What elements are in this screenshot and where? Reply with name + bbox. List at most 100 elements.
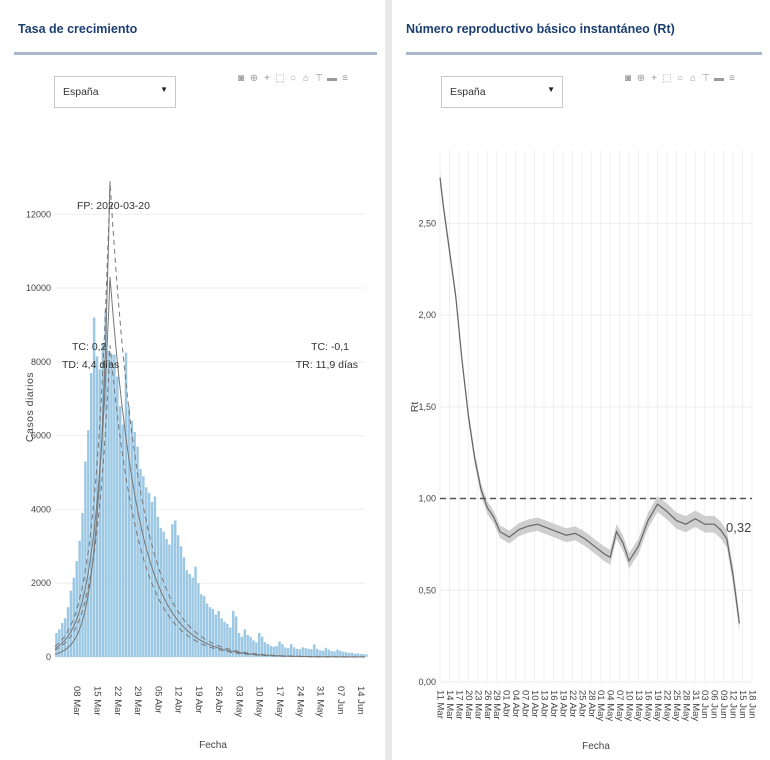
y-tick-label: 0,50 xyxy=(418,585,436,595)
ci-lower-curve xyxy=(54,345,365,658)
bar xyxy=(165,538,168,657)
bar xyxy=(116,376,119,657)
x-tick-label: 15 Jun xyxy=(737,690,748,719)
x-tick-label: 17 May xyxy=(274,686,285,717)
hover-compare-icon[interactable]: ≡ xyxy=(342,72,348,84)
spike-lines-icon[interactable]: ⊤ xyxy=(701,72,711,84)
bar xyxy=(171,524,174,657)
bar xyxy=(159,527,162,657)
x-tick-label: 28 Abr xyxy=(586,690,597,717)
y-tick-label: 6000 xyxy=(31,431,51,441)
bar xyxy=(113,354,116,657)
bar xyxy=(98,369,102,657)
hover-closest-icon[interactable]: ▬ xyxy=(714,72,724,84)
hover-compare-icon[interactable]: ≡ xyxy=(729,72,735,84)
bar xyxy=(350,652,354,657)
box-select-icon[interactable]: ⬚ xyxy=(662,72,672,84)
x-tick-label: 24 May xyxy=(294,686,305,717)
bar xyxy=(127,406,131,657)
bar xyxy=(142,476,145,657)
growth-fit-steep xyxy=(54,181,111,655)
y-tick-label: 12000 xyxy=(26,209,51,219)
bar xyxy=(194,566,197,657)
bar xyxy=(298,649,302,657)
x-tick-label: 29 Mar xyxy=(491,690,502,720)
bar xyxy=(87,430,90,657)
bar xyxy=(145,487,148,657)
home-icon[interactable]: ⌂ xyxy=(689,72,697,84)
camera-icon[interactable]: ◙ xyxy=(237,72,245,84)
bar xyxy=(182,557,186,657)
x-tick-label: 26 Abr xyxy=(213,686,224,713)
bar xyxy=(133,431,136,657)
bar xyxy=(202,596,206,657)
panel-separator xyxy=(385,0,392,760)
reduction-time-annotation: TR: 11,9 días xyxy=(296,359,358,371)
bar xyxy=(258,633,261,657)
bar xyxy=(304,648,307,657)
bar xyxy=(313,644,316,657)
y-tick-label: 8000 xyxy=(31,357,51,367)
plot-toolbar: ◙ ⊕ + ⬚ ○ ⌂ ⊤ ▬ ≡ xyxy=(236,70,350,86)
box-select-icon[interactable]: ⬚ xyxy=(275,72,285,84)
x-tick-label: 19 May xyxy=(652,690,663,721)
x-tick-label: 07 Abr xyxy=(520,690,531,717)
x-tick-label: 18 Jun xyxy=(746,690,757,719)
x-tick-label: 22 Abr xyxy=(567,690,578,717)
lasso-icon[interactable]: ○ xyxy=(676,72,684,84)
bar xyxy=(278,641,281,657)
bar xyxy=(226,623,229,657)
x-tick-label: 31 May xyxy=(690,690,701,721)
region-select[interactable]: España ▼ xyxy=(54,76,176,108)
bar xyxy=(84,461,87,657)
bar xyxy=(118,406,122,657)
bar xyxy=(156,516,160,657)
bar xyxy=(249,636,252,657)
x-axis-label: Fecha xyxy=(199,740,227,751)
region-select-value: España xyxy=(450,86,486,98)
pan-icon[interactable]: + xyxy=(651,72,657,84)
x-tick-label: 25 Abr xyxy=(576,690,587,717)
y-tick-label: 2,00 xyxy=(418,310,436,320)
bar xyxy=(63,618,67,657)
zoom-icon[interactable]: ⊕ xyxy=(636,72,646,84)
zoom-icon[interactable]: ⊕ xyxy=(249,72,259,84)
spike-lines-icon[interactable]: ⊤ xyxy=(314,72,324,84)
x-tick-label: 12 Abr xyxy=(173,686,184,713)
bar xyxy=(243,629,246,657)
bar xyxy=(168,544,171,657)
bar xyxy=(124,352,128,657)
growth-rate-annotation: TC: 0,2 xyxy=(72,341,107,353)
y-tick-label: 4000 xyxy=(31,504,51,514)
camera-icon[interactable]: ◙ xyxy=(624,72,632,84)
x-tick-label: 22 Mar xyxy=(112,686,123,716)
bar xyxy=(81,513,84,657)
bar xyxy=(260,636,264,657)
home-icon[interactable]: ⌂ xyxy=(302,72,310,84)
bar xyxy=(365,654,368,657)
bar xyxy=(185,570,189,657)
bar xyxy=(223,621,226,657)
x-tick-label: 19 Abr xyxy=(193,686,204,713)
bar xyxy=(347,652,351,657)
x-tick-label: 20 Mar xyxy=(463,690,474,720)
bar xyxy=(324,647,328,657)
pan-icon[interactable]: + xyxy=(264,72,270,84)
x-tick-label: 19 Abr xyxy=(557,690,568,717)
x-tick-label: 10 May xyxy=(624,690,635,721)
lasso-icon[interactable]: ○ xyxy=(289,72,297,84)
panel-title: Número reproductivo básico instantáneo (… xyxy=(406,22,675,36)
bar xyxy=(208,607,212,657)
bar xyxy=(252,640,255,657)
x-tick-label: 28 May xyxy=(680,690,691,721)
bar xyxy=(327,649,331,657)
x-tick-label: 22 May xyxy=(661,690,672,721)
bar xyxy=(333,651,336,657)
region-select[interactable]: España ▼ xyxy=(441,76,563,108)
hover-closest-icon[interactable]: ▬ xyxy=(327,72,337,84)
bar xyxy=(339,650,342,657)
bar xyxy=(130,420,134,657)
x-tick-label: 13 May xyxy=(633,690,644,721)
x-tick-label: 04 Abr xyxy=(510,690,521,717)
